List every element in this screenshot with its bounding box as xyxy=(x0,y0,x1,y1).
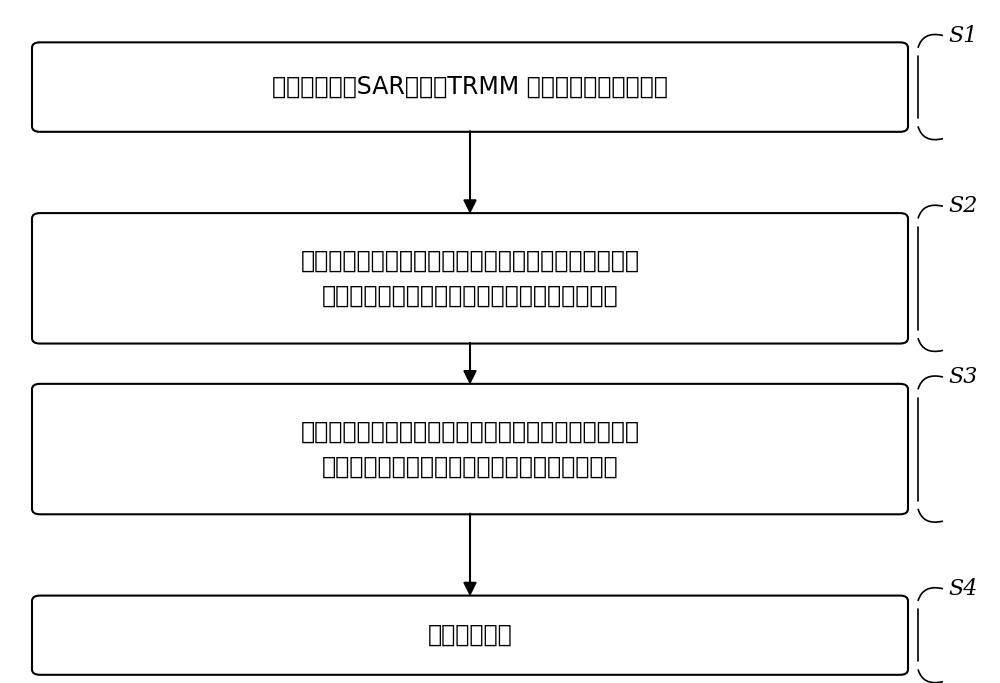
Text: S2: S2 xyxy=(948,195,977,217)
FancyBboxPatch shape xyxy=(32,42,908,132)
Text: 确定所述归一化雷达后向散射截面值与所述模拟归一化
雷达后向散射截面值的差值与降雨量之间的关系: 确定所述归一化雷达后向散射截面值与所述模拟归一化 雷达后向散射截面值的差值与降雨… xyxy=(300,419,640,479)
Text: 构造反演算法: 构造反演算法 xyxy=(428,623,512,647)
Text: 利用基于布拉格散射理论的改进复合表面雷达后向散射
模型模拟获得一模拟归一化雷达后向散射截面值: 利用基于布拉格散射理论的改进复合表面雷达后向散射 模型模拟获得一模拟归一化雷达后… xyxy=(300,249,640,308)
Text: S1: S1 xyxy=(948,25,977,46)
Text: S4: S4 xyxy=(948,578,977,600)
FancyBboxPatch shape xyxy=(32,596,908,675)
FancyBboxPatch shape xyxy=(32,213,908,344)
Text: 获取原始星载SAR图像和TRMM 卫星测量的降雨量数据: 获取原始星载SAR图像和TRMM 卫星测量的降雨量数据 xyxy=(272,75,668,99)
Text: S3: S3 xyxy=(948,366,977,388)
FancyBboxPatch shape xyxy=(32,384,908,514)
